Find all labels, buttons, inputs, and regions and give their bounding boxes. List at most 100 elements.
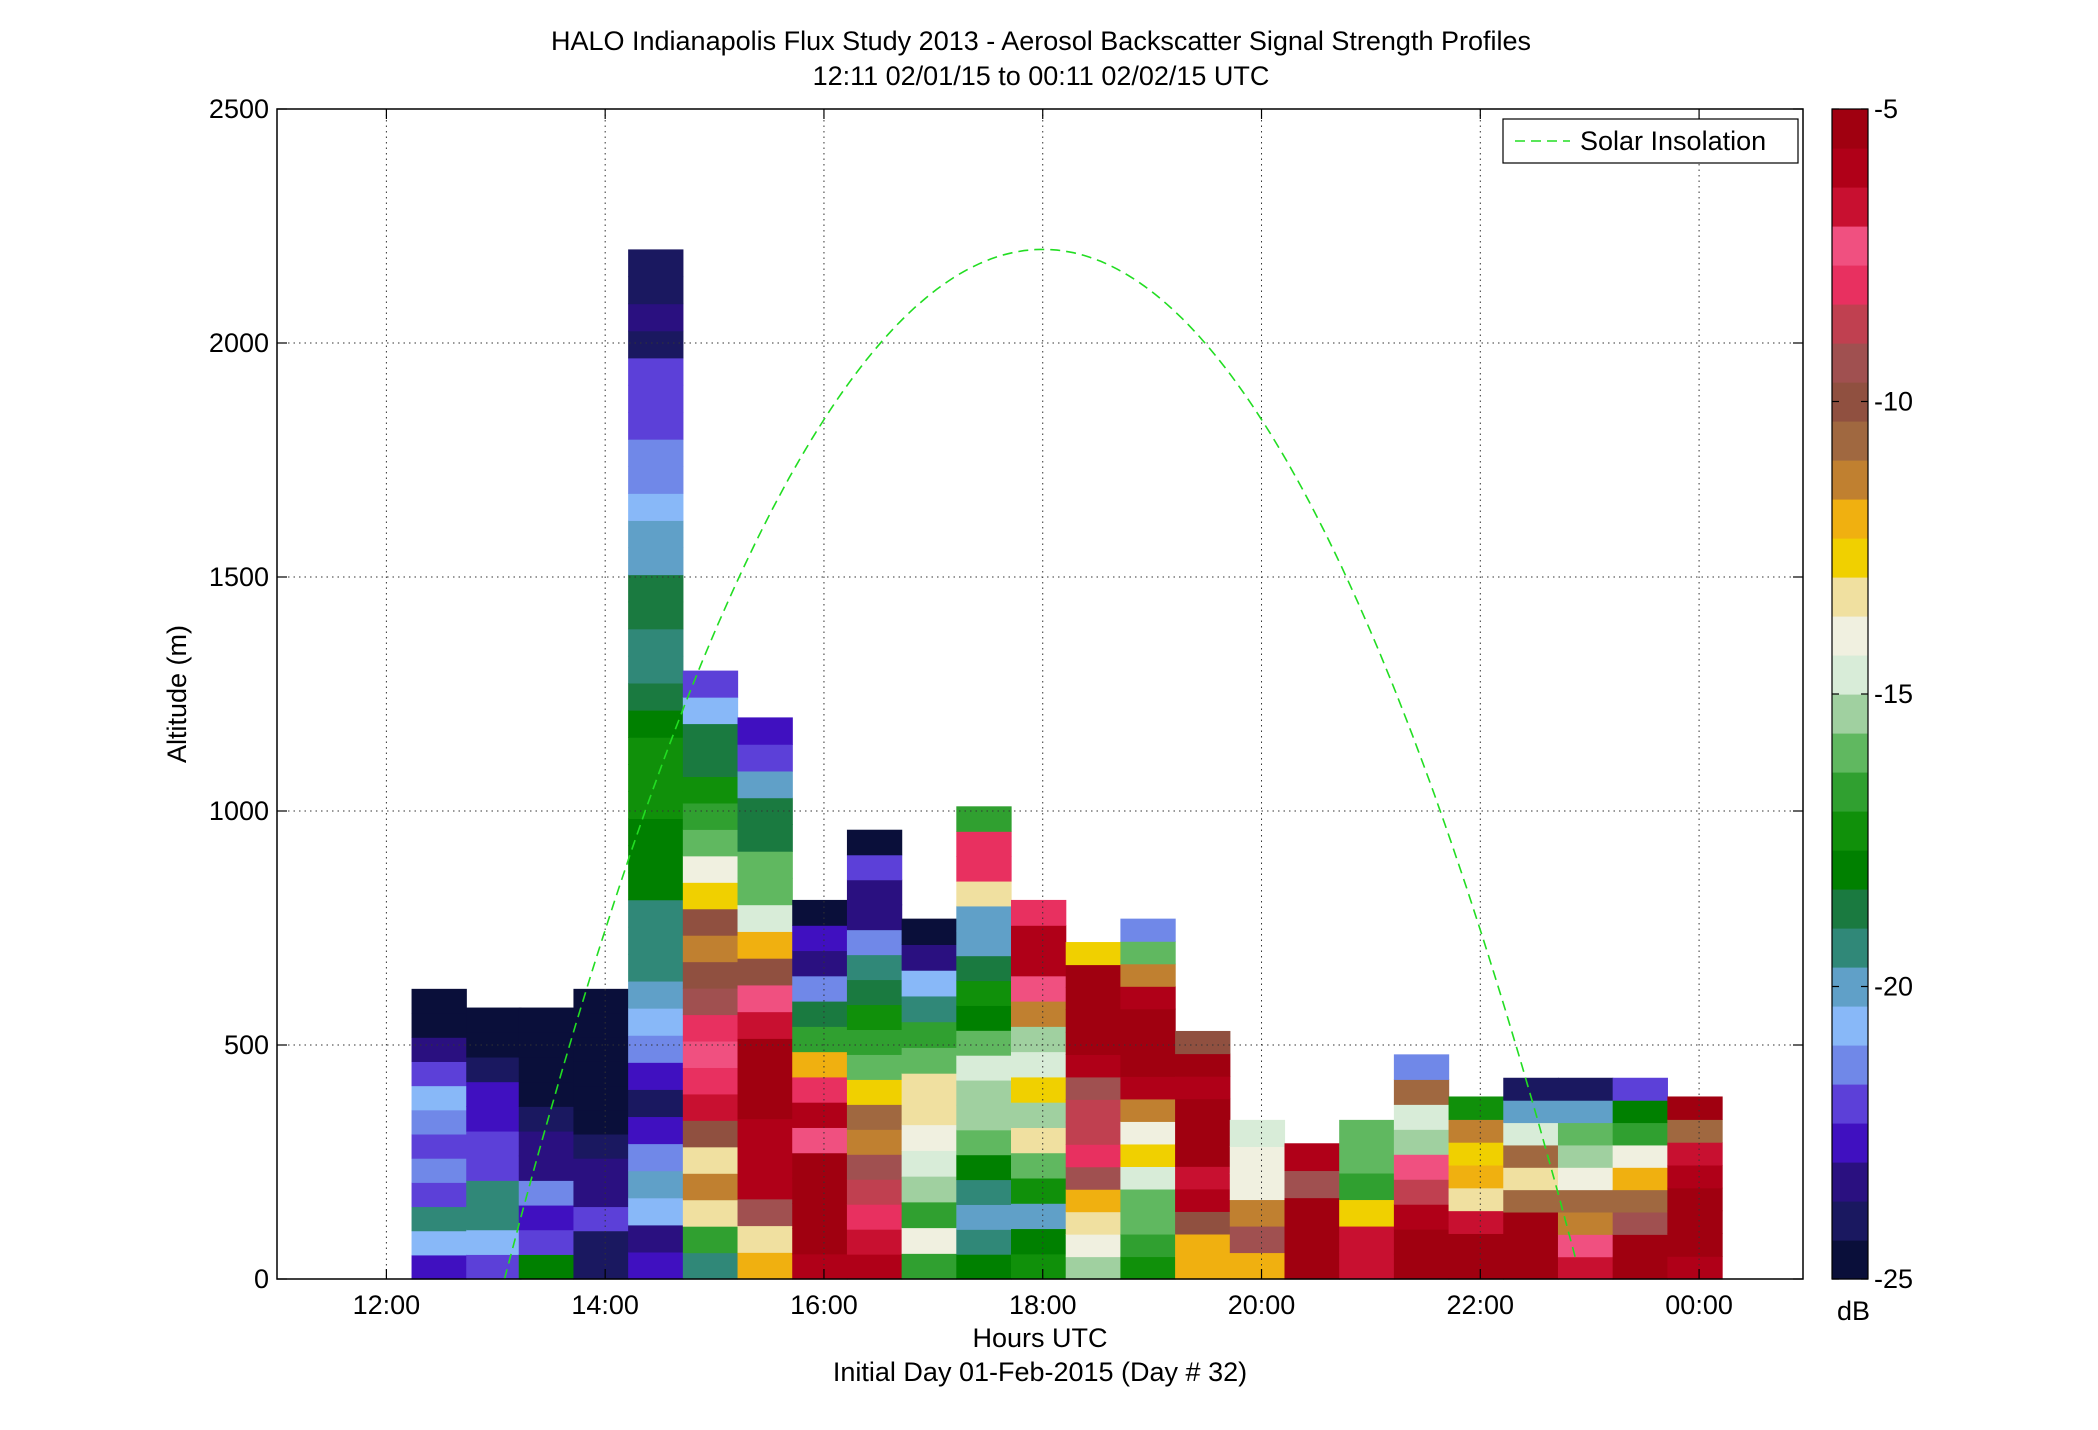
heatmap-cell bbox=[411, 1013, 467, 1038]
heatmap-cell bbox=[628, 1116, 684, 1145]
heatmap-cell bbox=[956, 1129, 1012, 1156]
heatmap-cell bbox=[1229, 1225, 1286, 1254]
heatmap-cell bbox=[901, 1047, 957, 1074]
heatmap-cell bbox=[628, 682, 684, 711]
heatmap-cell bbox=[901, 944, 957, 971]
heatmap-cell bbox=[1612, 1167, 1668, 1191]
heatmap-cell bbox=[682, 1146, 739, 1174]
colorbar-swatch bbox=[1832, 811, 1868, 851]
heatmap-cell bbox=[901, 1150, 957, 1177]
heatmap-cell bbox=[956, 955, 1012, 982]
heatmap-cell bbox=[1229, 1172, 1286, 1201]
heatmap-cell bbox=[1503, 1189, 1559, 1213]
heatmap-cell bbox=[901, 1227, 957, 1254]
colorbar-tick-label: -5 bbox=[1874, 94, 1898, 124]
heatmap-cell bbox=[737, 1225, 793, 1253]
colorbar-swatch bbox=[1832, 538, 1868, 578]
heatmap-cell bbox=[628, 818, 684, 847]
heatmap-cell bbox=[628, 1062, 684, 1090]
heatmap-cell bbox=[901, 1253, 957, 1280]
heatmap-cell bbox=[846, 879, 903, 906]
colorbar-swatch bbox=[1832, 1045, 1868, 1085]
y-tick-label: 2500 bbox=[209, 94, 269, 124]
heatmap-cell bbox=[1011, 1051, 1067, 1078]
x-tick-label: 00:00 bbox=[1665, 1290, 1733, 1320]
heatmap-cell bbox=[1065, 1121, 1122, 1145]
legend-label-solar-insolation: Solar Insolation bbox=[1580, 126, 1766, 156]
heatmap-cell bbox=[573, 1109, 629, 1135]
heatmap-cell bbox=[1667, 1096, 1723, 1120]
heatmap-cell bbox=[466, 1106, 522, 1132]
colorbar-swatch bbox=[1832, 226, 1868, 266]
axes: 12:00 14:00 16:00 18:00 20:00 22:00 00:00 0 500 1… bbox=[209, 94, 1803, 1320]
heatmap-cell bbox=[956, 1254, 1012, 1280]
heatmap-cell bbox=[1667, 1210, 1723, 1234]
heatmap-cell bbox=[1120, 1188, 1176, 1213]
heatmap-cell bbox=[901, 1073, 957, 1100]
heatmap-cell bbox=[466, 1229, 522, 1255]
heatmap-cell bbox=[573, 1206, 629, 1232]
heatmap-cell bbox=[628, 411, 684, 440]
heatmap-cell bbox=[792, 1203, 848, 1230]
heatmap-cell bbox=[1065, 1256, 1122, 1280]
heatmap-cell bbox=[411, 1085, 467, 1111]
heatmap-cell bbox=[411, 1109, 467, 1135]
heatmap-cell bbox=[1667, 1164, 1723, 1189]
heatmap-cell bbox=[682, 935, 739, 963]
heatmap-cell bbox=[573, 988, 629, 1014]
heatmap-cell bbox=[628, 1008, 684, 1036]
heatmap-cell bbox=[1612, 1234, 1668, 1258]
heatmap-cell bbox=[1065, 1031, 1122, 1055]
heatmap-cell bbox=[682, 1173, 739, 1201]
heatmap-cell bbox=[628, 249, 684, 278]
heatmap-cell bbox=[792, 899, 848, 926]
heatmap-cell bbox=[1503, 1167, 1559, 1191]
heatmap-cell bbox=[1339, 1146, 1395, 1174]
heatmap-cell bbox=[1175, 1166, 1231, 1190]
heatmap-cell bbox=[1011, 1228, 1067, 1255]
colorbar-swatch bbox=[1832, 148, 1868, 188]
heatmap-cell bbox=[846, 854, 903, 881]
heatmap-cell bbox=[573, 1182, 629, 1208]
heatmap-cell bbox=[628, 276, 684, 305]
heatmap-cell bbox=[1120, 918, 1176, 942]
heatmap-cell bbox=[1448, 1233, 1504, 1257]
heatmap-cell bbox=[1175, 1233, 1231, 1258]
heatmap-cell bbox=[901, 1124, 957, 1151]
heatmap-cell bbox=[1120, 1121, 1176, 1145]
heatmap-cell bbox=[1557, 1211, 1614, 1235]
heatmap-cell bbox=[682, 961, 739, 989]
colorbar-swatch bbox=[1832, 460, 1868, 500]
heatmap-cell bbox=[792, 975, 848, 1002]
heatmap-cell bbox=[628, 466, 684, 494]
heatmap-cell bbox=[682, 1014, 739, 1042]
heatmap-cell bbox=[1557, 1256, 1614, 1280]
heatmap-cell bbox=[956, 1079, 1012, 1106]
heatmap-cell bbox=[466, 1204, 522, 1231]
heatmap-cell bbox=[956, 806, 1012, 832]
heatmap-cell bbox=[1557, 1144, 1614, 1168]
heatmap-cell bbox=[1011, 1203, 1067, 1230]
heatmap-cell bbox=[737, 824, 793, 852]
heatmap-cell bbox=[792, 1127, 848, 1154]
heatmap-cell bbox=[1339, 1172, 1395, 1201]
heatmap-cell bbox=[846, 954, 903, 981]
heatmap-cell bbox=[628, 899, 684, 928]
x-tick-label: 12:00 bbox=[353, 1290, 421, 1320]
heatmap-cell bbox=[737, 1198, 793, 1227]
colorbar-swatch bbox=[1832, 187, 1868, 227]
colorbar-tick-label: -10 bbox=[1874, 387, 1913, 417]
heatmap-cell bbox=[628, 628, 684, 657]
colorbar-swatch bbox=[1832, 1006, 1868, 1046]
heatmap-cell bbox=[1612, 1256, 1668, 1280]
heatmap-cell bbox=[901, 1098, 957, 1126]
heatmap-cell bbox=[956, 1030, 1012, 1056]
heatmap-cells bbox=[411, 249, 1723, 1280]
heatmap-cell bbox=[1120, 1098, 1176, 1122]
heatmap-cell bbox=[737, 1172, 793, 1200]
y-tick-label: 1500 bbox=[209, 562, 269, 592]
heatmap-cell bbox=[846, 1229, 903, 1255]
heatmap-cell bbox=[682, 882, 739, 910]
heatmap-cell bbox=[1229, 1252, 1286, 1280]
heatmap-cell bbox=[737, 904, 793, 932]
